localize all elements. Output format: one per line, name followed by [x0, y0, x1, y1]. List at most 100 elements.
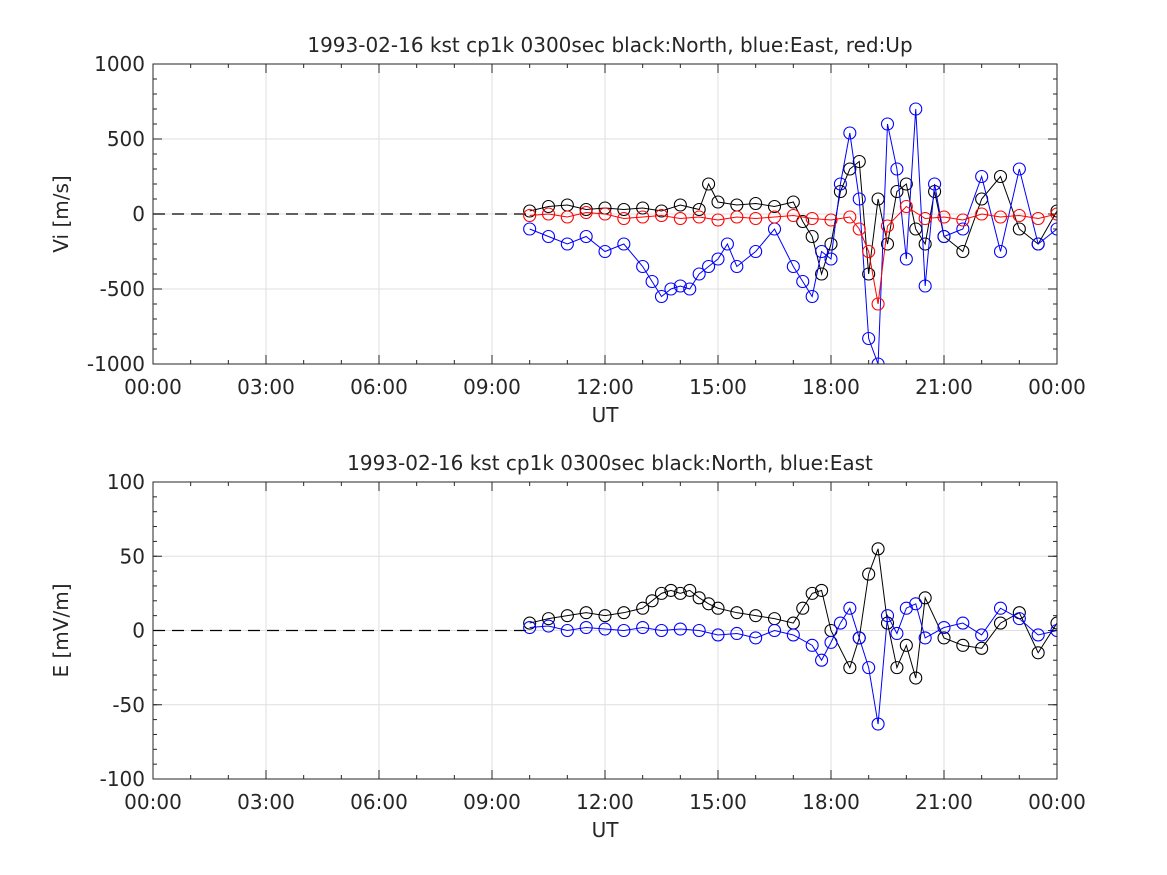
data-point — [683, 583, 697, 597]
data-point — [824, 213, 838, 227]
series-line — [529, 548, 1057, 679]
data-point — [711, 195, 725, 209]
data-point — [909, 671, 923, 685]
data-point — [541, 229, 556, 244]
data-point — [523, 208, 537, 223]
data-point — [579, 205, 593, 220]
data-point — [767, 623, 782, 638]
x-tick-label: 12:00 — [576, 375, 634, 399]
data-point — [993, 244, 1008, 259]
data-point — [692, 210, 706, 224]
data-point — [730, 210, 744, 224]
y-axis-label: Vi [m/s] — [49, 175, 73, 252]
data-point — [824, 252, 838, 266]
data-point — [664, 583, 678, 597]
data-point — [636, 210, 650, 224]
data-point — [1012, 208, 1026, 223]
data-point — [937, 210, 951, 224]
data-point — [683, 282, 697, 296]
data-point — [579, 606, 593, 620]
data-point — [579, 229, 593, 244]
data-point — [993, 210, 1008, 224]
y-tick-label: 0 — [132, 202, 145, 226]
data-point — [598, 609, 612, 623]
data-point — [1050, 623, 1057, 638]
data-point — [890, 184, 904, 199]
y-tick-label: -50 — [112, 693, 145, 717]
data-point — [815, 244, 829, 259]
data-point — [815, 267, 829, 281]
y-tick-label: 50 — [120, 544, 145, 568]
chart-title: 1993-02-16 kst cp1k 0300sec black:North,… — [347, 451, 873, 475]
data-point — [975, 207, 989, 221]
data-point — [692, 267, 706, 281]
data-point — [815, 583, 829, 597]
data-point — [749, 211, 763, 226]
data-point — [786, 195, 800, 209]
data-point — [796, 274, 810, 289]
data-point — [645, 274, 659, 289]
data-point — [617, 237, 631, 251]
data-point — [720, 237, 734, 251]
data-point — [918, 279, 932, 293]
x-tick-label: 06:00 — [350, 375, 408, 399]
data-point — [880, 609, 895, 623]
data-point — [617, 623, 631, 638]
x-tick-label: 09:00 — [463, 375, 521, 399]
series-east — [523, 597, 1057, 731]
data-point — [899, 252, 913, 266]
x-tick-label: 00:00 — [124, 790, 182, 814]
data-point — [654, 208, 669, 223]
data-point — [815, 653, 829, 667]
data-point — [880, 219, 895, 233]
data-point — [937, 620, 951, 635]
x-tick-label: 03:00 — [237, 375, 295, 399]
data-point — [673, 586, 687, 600]
data-point — [767, 210, 782, 224]
data-point — [541, 199, 556, 214]
data-point — [654, 586, 669, 600]
data-point — [993, 601, 1008, 615]
data-point — [673, 279, 687, 293]
data-point — [617, 606, 631, 620]
data-point — [833, 177, 847, 191]
data-point — [796, 214, 810, 229]
data-point — [890, 626, 904, 641]
data-point — [805, 586, 819, 600]
data-point — [880, 117, 895, 131]
data-point — [843, 126, 857, 140]
data-point — [824, 237, 838, 251]
x-tick-label: 21:00 — [915, 790, 973, 814]
data-point — [523, 204, 537, 218]
data-point — [1012, 162, 1026, 176]
data-point — [767, 199, 782, 214]
data-point — [805, 229, 819, 244]
data-point — [673, 622, 687, 636]
data-point — [636, 620, 650, 635]
data-point — [833, 616, 847, 630]
data-point — [899, 199, 913, 214]
series-layer — [523, 542, 1057, 731]
series-east — [523, 102, 1057, 364]
y-tick-label: -100 — [100, 767, 145, 791]
series-line — [529, 205, 1057, 305]
data-point — [862, 267, 876, 281]
data-point — [692, 623, 706, 638]
data-point — [918, 631, 932, 645]
data-point — [805, 211, 819, 226]
x-tick-label: 12:00 — [576, 790, 634, 814]
data-point — [937, 229, 951, 244]
data-point — [730, 626, 744, 641]
data-point — [541, 612, 556, 626]
data-point — [673, 198, 687, 212]
data-point — [579, 620, 593, 635]
data-point — [560, 237, 574, 251]
data-point — [702, 177, 716, 191]
data-point — [862, 661, 876, 675]
data-point — [598, 622, 612, 636]
data-point — [636, 259, 650, 274]
data-point — [645, 594, 659, 608]
data-point — [852, 631, 866, 645]
data-point — [871, 542, 885, 556]
data-point — [617, 202, 631, 217]
